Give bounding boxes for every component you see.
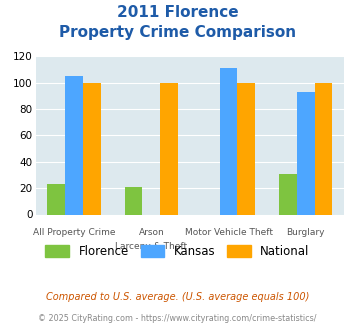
Text: Compared to U.S. average. (U.S. average equals 100): Compared to U.S. average. (U.S. average …: [46, 292, 309, 302]
Text: All Property Crime: All Property Crime: [33, 228, 115, 237]
Bar: [315, 82, 332, 214]
Bar: [297, 92, 315, 214]
Text: Arson: Arson: [138, 228, 164, 237]
Legend: Florence, Kansas, National: Florence, Kansas, National: [41, 241, 314, 263]
Text: Larceny & Theft: Larceny & Theft: [115, 242, 187, 251]
Text: Burglary: Burglary: [286, 228, 325, 237]
Bar: [220, 68, 237, 214]
Bar: [160, 82, 178, 214]
Text: © 2025 CityRating.com - https://www.cityrating.com/crime-statistics/: © 2025 CityRating.com - https://www.city…: [38, 314, 317, 323]
Text: 2011 Florence: 2011 Florence: [117, 5, 238, 20]
Bar: [125, 187, 142, 214]
Bar: [65, 76, 83, 215]
Bar: [48, 184, 65, 214]
Bar: [279, 174, 297, 214]
Text: Motor Vehicle Theft: Motor Vehicle Theft: [185, 228, 273, 237]
Text: Property Crime Comparison: Property Crime Comparison: [59, 25, 296, 40]
Bar: [237, 82, 255, 214]
Bar: [83, 82, 101, 214]
